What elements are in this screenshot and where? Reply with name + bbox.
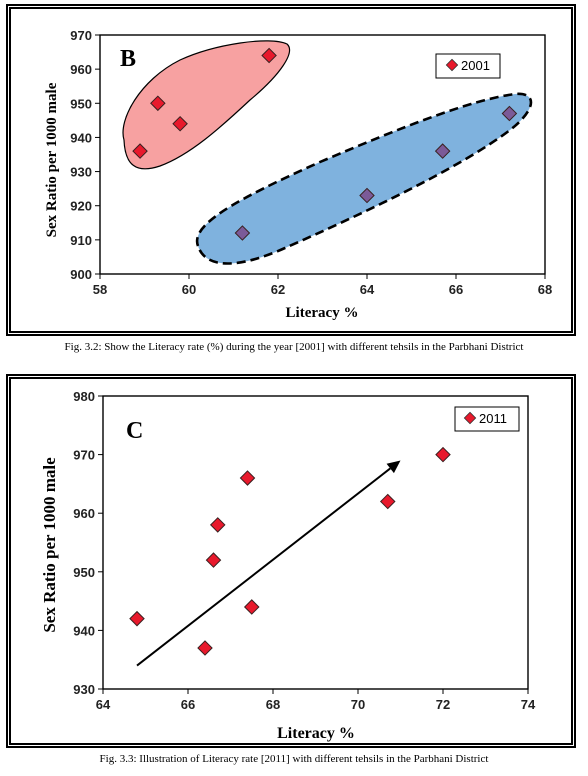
chart-b-data-point — [434, 143, 451, 159]
chart-c-plot-area — [102, 395, 529, 690]
chart-c-x-tick-label: 74 — [521, 697, 536, 712]
chart-c-data-point — [435, 446, 451, 463]
chart-b-x-tick-label: 62 — [271, 282, 285, 297]
pink-cluster-region — [122, 40, 291, 170]
chart-b-x-tick-label: 60 — [182, 282, 196, 297]
chart-c-x-tick-label: 70 — [351, 697, 365, 712]
chart-b-legend-label: 2001 — [461, 58, 490, 73]
chart-c-x-tick-label: 72 — [436, 697, 450, 712]
chart-b-data-point — [261, 47, 277, 64]
chart-b-data-point — [132, 143, 148, 159]
chart-b-y-tick-label: 940 — [70, 130, 92, 145]
chart-c-x-axis-title: Literacy % — [277, 725, 355, 742]
chart-b-y-tick-label: 970 — [70, 28, 92, 43]
chart-b-data-point — [359, 187, 375, 204]
chart-c-y-tick-label: 950 — [73, 565, 95, 580]
chart-b-cluster-regions — [122, 40, 533, 265]
chart-c-y-tick-label: 970 — [73, 448, 95, 463]
chart-b-x-tick-label: 58 — [93, 282, 107, 297]
chart-c: 64 66 68 70 72 74 930 940 950 960 970 980 C 2011 Li… — [40, 389, 536, 742]
chart-b-legend-marker — [445, 58, 459, 72]
chart-b-x-axis-title: Literacy % — [286, 305, 359, 321]
chart-c-panel-letter: C — [126, 418, 143, 444]
chart-c-data-point — [205, 552, 222, 568]
chart-c-y-tick-label: 930 — [73, 682, 95, 697]
chart-c-data-point — [243, 599, 260, 615]
chart-b-data-point — [172, 115, 188, 132]
chart-c-data-point — [379, 493, 396, 510]
chart-b-y-tick-label: 910 — [70, 233, 92, 248]
chart-c-data-point — [197, 640, 213, 656]
chart-b-y-tick-label: 920 — [70, 199, 92, 214]
chart-b-y-tick-label: 960 — [70, 62, 92, 77]
chart-b-x-tick-label: 66 — [449, 282, 463, 297]
chart-c-data-point — [239, 470, 256, 486]
chart-b-caption: Fig. 3.2: Show the Literacy rate (%) dur… — [64, 341, 524, 353]
chart-c-data-point — [129, 610, 145, 627]
chart-b-data-point — [501, 105, 518, 122]
chart-c-legend-marker — [463, 411, 477, 425]
chart-c-caption: Fig. 3.3: Illustration of Literacy rate … — [99, 753, 489, 765]
chart-b-panel-letter: B — [120, 46, 136, 72]
chart-c-frame — [6, 374, 576, 748]
chart-b: 58 60 62 64 66 68 900 910 920 930 940 950 960 970 B 2… — [44, 28, 552, 321]
chart-b-x-tick-label: 68 — [538, 282, 552, 297]
chart-c-y-tick-label: 960 — [73, 506, 95, 521]
chart-c-legend-label: 2011 — [479, 411, 507, 426]
chart-b-y-tick-label: 930 — [70, 165, 92, 180]
chart-b-data-point — [150, 95, 166, 112]
chart-c-data-point — [209, 517, 226, 533]
trend-arrow — [136, 460, 401, 667]
chart-b-legend: 2001 — [435, 53, 501, 79]
chart-b-y-tick-label: 950 — [70, 96, 92, 111]
chart-c-x-tick-label: 64 — [96, 697, 111, 712]
chart-c-y-tick-label: 980 — [73, 389, 95, 404]
chart-b-plot-area — [99, 34, 546, 275]
blue-cluster-region — [195, 92, 533, 265]
chart-b-x-tick-label: 64 — [360, 282, 375, 297]
chart-c-legend: 2011 — [454, 406, 520, 432]
chart-c-x-tick-label: 66 — [181, 697, 195, 712]
chart-b-y-axis-title: Sex Ratio per 1000 male — [44, 82, 60, 237]
chart-c-x-tick-label: 68 — [266, 697, 280, 712]
chart-b-y-tick-label: 900 — [70, 267, 92, 282]
chart-c-y-axis-title: Sex Ratio per 1000 male — [40, 457, 59, 633]
chart-b-data-point — [234, 225, 251, 241]
chart-c-y-tick-label: 940 — [73, 623, 95, 638]
